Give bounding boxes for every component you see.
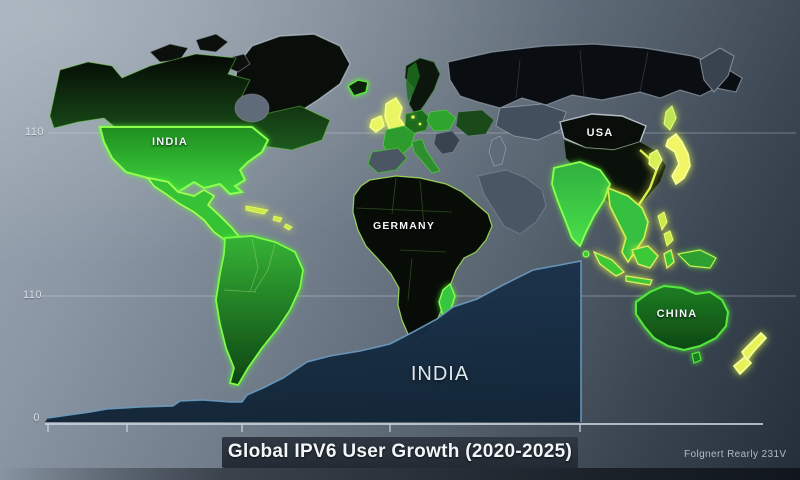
- y-tick-label-upper: 110: [24, 126, 44, 138]
- map-label-north-america: INDIA: [152, 136, 188, 148]
- map-label-asia: USA: [586, 127, 614, 139]
- sri-lanka: [582, 250, 590, 258]
- watermark-text: Folgnert Rearly 231V: [684, 449, 787, 460]
- chart-title: Global IPV6 User Growth (2020-2025): [227, 441, 573, 462]
- country-france: [382, 125, 416, 157]
- south-america-borders: [223, 237, 276, 293]
- bottom-strip: [0, 468, 800, 480]
- country-germany: [404, 109, 431, 134]
- country-uk: [369, 96, 406, 135]
- country-philippines: [657, 211, 674, 247]
- title-bar: [222, 437, 578, 468]
- africa-borders: [355, 177, 453, 301]
- region-central-asia: [495, 103, 567, 141]
- country-mexico: [146, 176, 242, 243]
- region-middle-east: [477, 169, 547, 235]
- country-new-zealand: [732, 331, 768, 376]
- region-east-europe: [455, 109, 495, 137]
- region-norway-strip: [406, 62, 420, 102]
- europe-glow-dot-2: [418, 122, 422, 126]
- world-map: [49, 33, 768, 386]
- country-spain: [367, 147, 408, 174]
- map-label-australia: CHINA: [656, 308, 698, 320]
- country-usa: [98, 126, 270, 196]
- x-axis-ticks: [47, 424, 581, 432]
- sakhalin: [663, 105, 677, 131]
- country-india: [551, 161, 612, 248]
- country-russia: [447, 43, 743, 109]
- chart-series-label: INDIA: [410, 363, 470, 385]
- caribbean-islands: [245, 205, 293, 231]
- map-label-africa: GERMANY: [372, 220, 436, 232]
- region-indochina: [607, 186, 649, 264]
- region-balkans: [433, 130, 461, 155]
- country-south-america: [215, 235, 304, 386]
- country-iceland: [346, 79, 369, 97]
- country-new-guinea: [676, 249, 717, 269]
- country-korea: [648, 149, 663, 171]
- country-australia: [635, 284, 730, 352]
- y-tick-label-middle: 110: [22, 289, 42, 301]
- country-italy: [411, 138, 441, 174]
- y-tick-label-zero: 0: [33, 412, 40, 424]
- tasmania: [691, 351, 702, 364]
- region-kamchatka: [699, 47, 735, 93]
- hudson-bay: [234, 93, 270, 123]
- europe-glow-dot-1: [411, 115, 415, 119]
- area-chart-edge: [47, 260, 582, 422]
- caspian-sea: [488, 135, 507, 167]
- country-indonesia: [592, 245, 675, 286]
- area-chart: [45, 260, 582, 422]
- x-axis: [45, 423, 763, 432]
- area-chart-fill: [45, 261, 581, 422]
- russia-borders: [515, 49, 649, 99]
- country-central-europe: [426, 109, 457, 132]
- country-japan: [665, 132, 691, 186]
